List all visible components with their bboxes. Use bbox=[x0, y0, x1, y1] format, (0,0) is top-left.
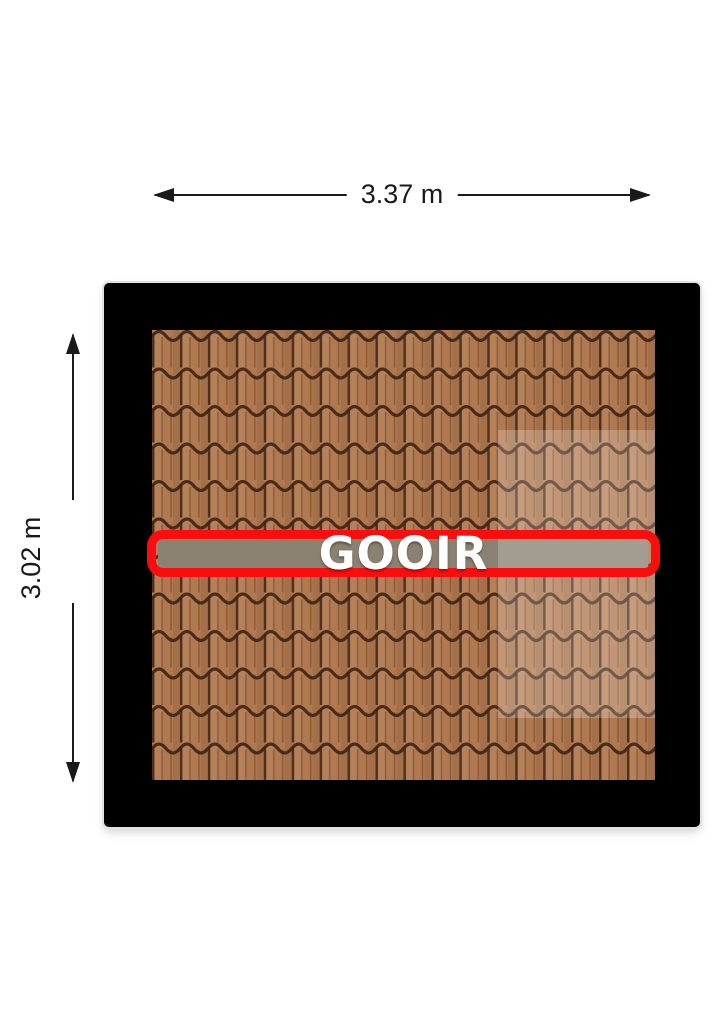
height-dimension-label: 3.02 m bbox=[16, 516, 47, 600]
gutter-outline: GOOIR bbox=[147, 530, 660, 577]
width-dimension: 3.37 m bbox=[153, 179, 651, 210]
arrowhead-left-icon bbox=[153, 188, 174, 202]
arrowhead-right-icon bbox=[630, 188, 651, 202]
height-dimension: 3.02 m bbox=[16, 333, 86, 783]
gutter-band bbox=[158, 539, 648, 568]
height-dimension-line bbox=[72, 335, 74, 500]
roof-frame: GOOIR bbox=[104, 283, 700, 827]
arrowhead-down-icon bbox=[66, 762, 80, 783]
gutter-label: GOOIR bbox=[318, 527, 489, 580]
width-dimension-label: 3.37 m bbox=[346, 179, 458, 210]
arrowhead-up-icon bbox=[66, 333, 80, 354]
height-dimension-line bbox=[72, 603, 74, 781]
